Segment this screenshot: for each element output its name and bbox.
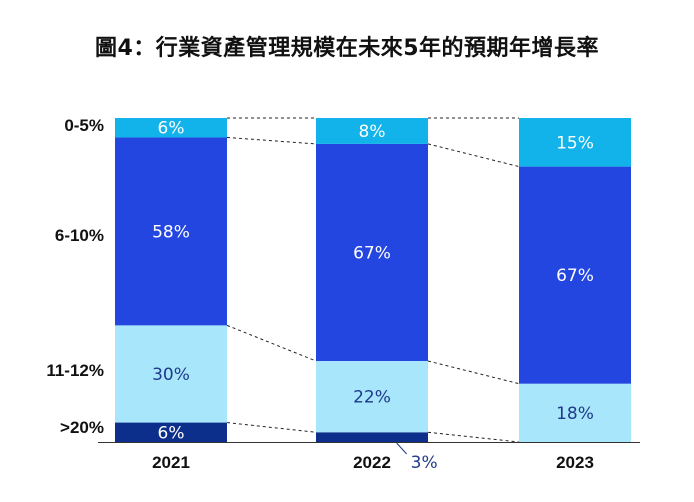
bar-segment-2023-1112 <box>519 383 631 442</box>
bar-segment-2021-610 <box>115 137 227 326</box>
data-label: 15% <box>556 133 594 153</box>
connector-line <box>427 143 520 168</box>
data-label: 6% <box>158 423 185 443</box>
bar-segment-2022-05 <box>316 118 428 144</box>
data-label: 67% <box>353 243 391 263</box>
data-label: 30% <box>152 365 190 385</box>
data-label: 58% <box>152 222 190 242</box>
data-label: 22% <box>353 388 391 408</box>
bar-segment-2022-20 <box>316 432 428 442</box>
connector-line <box>427 431 520 443</box>
connector-line <box>226 422 317 433</box>
chart-title: 圖4：行業資產管理規模在未來5年的預期年增長率 <box>94 36 600 61</box>
row-label: >20% <box>60 418 104 437</box>
callout-line <box>396 442 408 455</box>
row-label: 0-5% <box>64 116 104 135</box>
bar-segment-2023-05 <box>519 118 631 167</box>
data-label: 3% <box>411 453 438 473</box>
data-label: 67% <box>556 266 594 286</box>
row-label: 6-10% <box>55 226 104 245</box>
bar-segment-2023-610 <box>519 166 631 384</box>
bar-segment-2021-05 <box>115 118 227 138</box>
bar-group-2021 <box>115 118 227 442</box>
connector-line <box>226 136 317 145</box>
x-tick-label: 2022 <box>353 453 391 472</box>
data-label: 8% <box>359 122 386 142</box>
bar-segment-2021-20 <box>115 422 227 442</box>
data-label: 6% <box>158 119 185 139</box>
x-tick-label: 2023 <box>556 453 594 472</box>
data-label: 18% <box>556 404 594 424</box>
x-tick-label: 2021 <box>152 453 190 472</box>
connector-line <box>226 324 317 362</box>
bar-segment-2022-1112 <box>316 361 428 433</box>
bar-group-2022 <box>316 118 428 442</box>
connector-line <box>427 360 520 385</box>
bar-segment-2021-1112 <box>115 325 227 423</box>
row-label: 11-12% <box>46 361 104 380</box>
bar-group-2023 <box>519 118 631 442</box>
bar-segment-2022-610 <box>316 143 428 361</box>
